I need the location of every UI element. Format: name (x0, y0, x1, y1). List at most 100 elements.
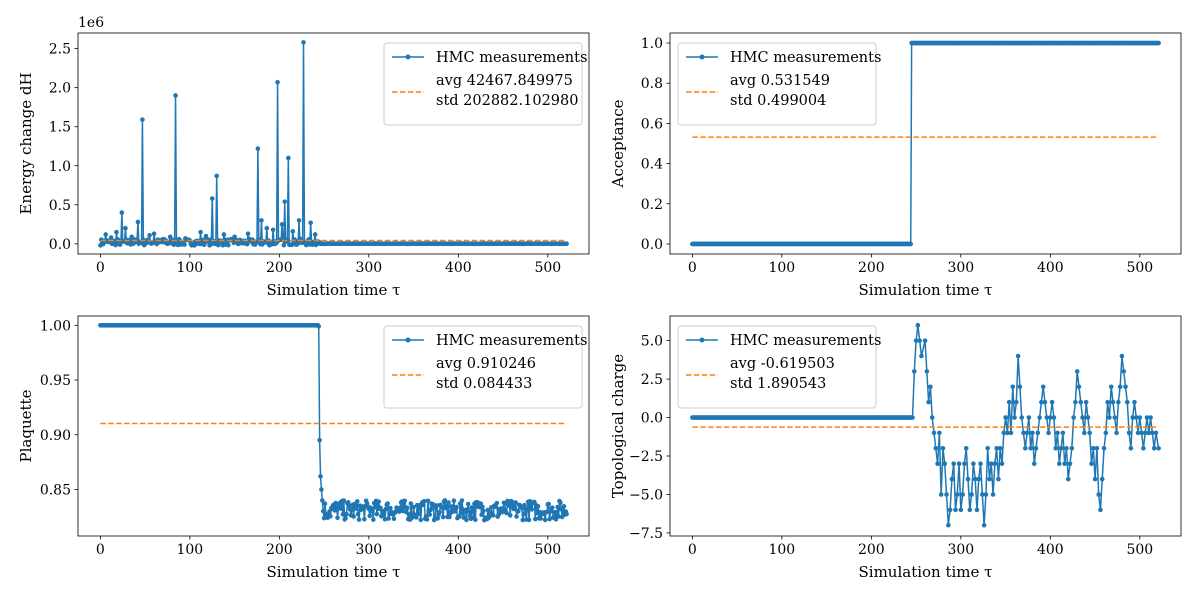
data-point (533, 516, 538, 522)
data-point (255, 146, 261, 151)
data-point (481, 508, 486, 514)
data-point (214, 173, 220, 179)
x-tick-label: 200 (858, 542, 885, 558)
data-point (308, 220, 313, 226)
data-point (958, 507, 964, 513)
data-point (312, 232, 318, 237)
y-tick-label: 2.5 (49, 42, 71, 58)
data-point (1091, 446, 1096, 451)
data-point (459, 498, 465, 503)
data-point (454, 504, 459, 510)
x-axis-label: Simulation time τ (859, 281, 993, 299)
data-point (335, 515, 340, 521)
data-point (988, 461, 994, 466)
data-point (1005, 430, 1010, 436)
data-point (519, 505, 525, 511)
data-point (1042, 399, 1048, 405)
y-tick-label: 0.0 (49, 237, 71, 253)
data-point (1119, 353, 1125, 359)
y-tick-label: 0.8 (641, 76, 663, 92)
data-point (1071, 415, 1076, 420)
data-point (520, 517, 526, 523)
data-point (967, 507, 973, 513)
data-point (442, 498, 448, 503)
data-point (915, 322, 921, 328)
data-point (558, 500, 563, 505)
data-point (529, 507, 535, 512)
data-point (542, 517, 548, 523)
data-point (978, 461, 983, 466)
data-point (931, 430, 937, 436)
data-point (114, 229, 119, 235)
x-tick-label: 400 (445, 542, 472, 558)
data-point (1067, 461, 1073, 466)
y-axis-label: Acceptance (609, 99, 627, 188)
data-point (1110, 399, 1116, 405)
data-point (466, 509, 472, 514)
data-point (1098, 507, 1103, 513)
data-point (1151, 446, 1157, 451)
data-point (473, 517, 478, 523)
data-point (1056, 461, 1062, 466)
data-point (338, 506, 344, 512)
data-point (437, 509, 442, 515)
data-point (1114, 430, 1119, 436)
subplot-2: 0 100 200 300 400 500 0.0 0.2 0.4 0.6 0.8 1.0 Simula… (609, 32, 1182, 299)
data-point (933, 446, 939, 451)
y-tick-label: −2.5 (629, 449, 663, 465)
data-point (451, 498, 457, 504)
data-point (319, 487, 324, 492)
data-point (485, 507, 491, 513)
y-axis-label: Topological charge (609, 354, 627, 498)
data-point (953, 507, 958, 513)
axes-frame (669, 32, 1182, 255)
data-point (938, 492, 944, 497)
data-point (564, 241, 569, 247)
data-point (391, 516, 397, 521)
data-point (333, 500, 339, 506)
data-point (321, 515, 327, 521)
legend-avg-label: avg -0.619503 (730, 356, 835, 372)
data-point (1065, 476, 1071, 482)
data-point (428, 507, 433, 513)
y-tick-label: 2.0 (49, 81, 71, 97)
y-tick-label: 2.5 (641, 372, 663, 388)
data-point (980, 492, 985, 497)
data-point (439, 505, 445, 510)
series-hmc (98, 323, 569, 523)
legend: HMC measurements avg -0.619503 std 1.89054… (677, 325, 881, 409)
data-point (286, 155, 291, 161)
y-tick-label: 0.6 (641, 116, 663, 132)
data-point (123, 225, 128, 231)
legend-std-label: std 0.499004 (730, 93, 826, 109)
data-point (913, 338, 919, 343)
data-point (1137, 415, 1143, 420)
data-point (301, 40, 306, 45)
data-point (216, 242, 221, 248)
data-point (1017, 384, 1023, 390)
data-point (1046, 430, 1051, 436)
data-point (322, 501, 328, 506)
data-point (944, 492, 949, 497)
data-point (504, 510, 509, 516)
data-point (935, 461, 940, 466)
data-point (397, 505, 403, 511)
data-point (971, 461, 976, 466)
x-tick-label: 500 (534, 542, 561, 558)
data-point (281, 242, 287, 248)
data-point (344, 511, 349, 517)
data-point (318, 474, 323, 479)
data-point (1074, 369, 1080, 374)
data-point (538, 516, 543, 521)
data-point (1156, 446, 1161, 451)
data-point (400, 508, 406, 514)
data-point (209, 196, 215, 201)
data-point (221, 232, 227, 237)
x-tick-label: 300 (947, 260, 974, 276)
legend-std-label: std 1.890543 (730, 376, 826, 392)
data-point (996, 476, 1001, 482)
data-point (1060, 430, 1066, 436)
data-point (446, 500, 451, 505)
data-point (509, 499, 515, 505)
